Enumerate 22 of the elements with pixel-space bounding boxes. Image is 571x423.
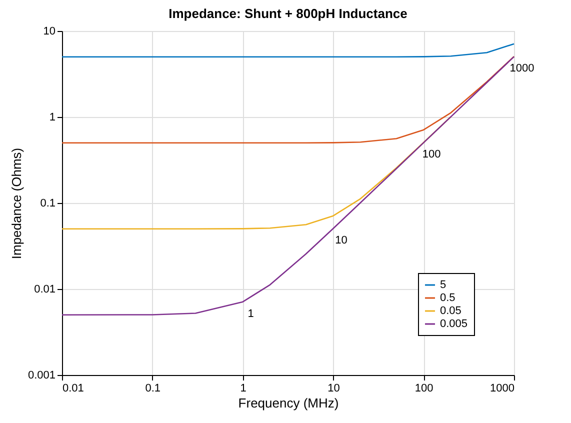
legend-label: 5 bbox=[440, 279, 446, 291]
y-tick-label: 1 bbox=[49, 112, 56, 124]
x-tick-label: 0.01 bbox=[62, 382, 84, 394]
y-tick-label: 0.1 bbox=[40, 198, 56, 210]
x-axis-title: Frequency (MHz) bbox=[238, 396, 339, 410]
y-tick-label: 0.001 bbox=[28, 370, 56, 382]
chart-title: Impedance: Shunt + 800pH Inductance bbox=[168, 6, 408, 21]
y-tick-label: 0.01 bbox=[34, 284, 56, 296]
x-tick-label: 1000 bbox=[490, 382, 514, 394]
x-tick-label: 100 bbox=[414, 382, 434, 394]
x-tick-label: 0.1 bbox=[145, 382, 161, 394]
annotation: 1 bbox=[248, 308, 254, 320]
x-tick-label: 10 bbox=[328, 382, 340, 394]
legend-label: 0.5 bbox=[440, 292, 456, 304]
annotation: 10 bbox=[335, 234, 348, 247]
x-tick-label: 1 bbox=[240, 382, 246, 394]
y-tick-label: 10 bbox=[43, 26, 56, 38]
annotation: 1000 bbox=[510, 62, 534, 75]
annotation: 100 bbox=[422, 148, 441, 161]
y-axis-title: Impedance (Ohms) bbox=[8, 148, 24, 260]
legend-label: 0.05 bbox=[440, 305, 462, 317]
legend-label: 0.005 bbox=[440, 318, 468, 330]
